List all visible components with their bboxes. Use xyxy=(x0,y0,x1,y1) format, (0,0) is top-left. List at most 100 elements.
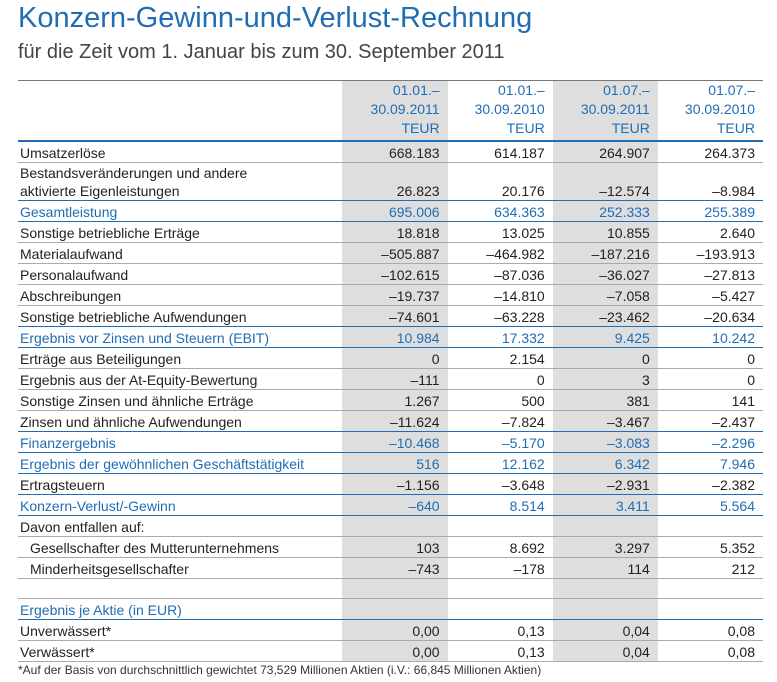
row-label: Ertragsteuern xyxy=(18,473,343,495)
value-cell: –7.058 xyxy=(552,284,658,306)
subtotal-row: Ergebnis vor Zinsen und Steuern (EBIT) 10… xyxy=(18,326,763,348)
column-header-line: 30.09.2010 xyxy=(684,101,755,117)
row: Gesellschafter des Mutterunternehmens 103… xyxy=(18,536,763,558)
value-cell: 8.692 xyxy=(447,536,553,558)
value-cell: 20.176 xyxy=(447,162,553,201)
header-row: 01.01.– 30.09.2011 TEUR 01.01.– 30.09.2010 TE… xyxy=(18,80,763,142)
column-header: 01.07.– 30.09.2010 TEUR xyxy=(657,80,763,142)
value-cell: –111 xyxy=(342,368,448,390)
value-cell: 5.564 xyxy=(657,494,763,516)
value-cell: 10.984 xyxy=(342,326,448,348)
row-label: Ergebnis vor Zinsen und Steuern (EBIT) xyxy=(18,326,343,348)
value-cell: 0,04 xyxy=(552,640,658,662)
value-cell: –464.982 xyxy=(447,242,553,264)
value-cell: –27.813 xyxy=(657,263,763,285)
value-cell: 7.946 xyxy=(657,452,763,474)
value-cell: 0 xyxy=(657,368,763,390)
row-label: Gesamtleistung xyxy=(18,200,343,222)
row-label-line: aktivierte Eigenleistungen xyxy=(20,183,180,199)
value-cell: 264.907 xyxy=(552,141,658,163)
value-cell: –505.887 xyxy=(342,242,448,264)
value-cell: 2.640 xyxy=(657,221,763,243)
value-cell: –3.083 xyxy=(552,431,658,453)
column-header-line: TEUR xyxy=(611,120,650,136)
row-label: Gesellschafter des Mutterunternehmens xyxy=(18,536,343,558)
value-cell: 103 xyxy=(342,536,448,558)
row: Umsatzerlöse 668.183 614.187 264.907 264.373 xyxy=(18,141,763,163)
value-cell: 9.425 xyxy=(552,326,658,348)
value-cell: –1.156 xyxy=(342,473,448,495)
value-cell: 17.332 xyxy=(447,326,553,348)
row: Minderheitsgesellschafter –743 –178 114 212 xyxy=(18,557,763,579)
subtotal-row: Konzern-Verlust/-Gewinn –640 8.514 3.411 5.5… xyxy=(18,494,763,516)
value-cell: –63.228 xyxy=(447,305,553,327)
income-statement-table: 01.01.– 30.09.2011 TEUR 01.01.– 30.09.2010 TE… xyxy=(18,80,763,662)
value-cell: 0,00 xyxy=(342,640,448,662)
row-label: Ergebnis je Aktie (in EUR) xyxy=(18,598,343,620)
row-label: Zinsen und ähnliche Aufwendungen xyxy=(18,410,343,432)
value-cell: –74.601 xyxy=(342,305,448,327)
row: Sonstige betriebliche Erträge 18.818 13.02… xyxy=(18,221,763,243)
value-cell: –2.931 xyxy=(552,473,658,495)
value-cell: –19.737 xyxy=(342,284,448,306)
value-cell: –12.574 xyxy=(552,162,658,201)
row: Erträge aus Beteiligungen 0 2.154 0 0 xyxy=(18,347,763,369)
row: Personalaufwand –102.615 –87.036 –36.027 –27… xyxy=(18,263,763,285)
row-label: Sonstige betriebliche Aufwendungen xyxy=(18,305,343,327)
subtotal-row: Finanzergebnis –10.468 –5.170 –3.083 –2.296 xyxy=(18,431,763,453)
value-cell: –5.170 xyxy=(447,431,553,453)
row-label: Ergebnis aus der At-Equity-Bewertung xyxy=(18,368,343,390)
subtotal-row: Ergebnis je Aktie (in EUR) xyxy=(18,598,763,620)
value-cell: 2.154 xyxy=(447,347,553,369)
value-cell xyxy=(657,515,763,537)
value-cell: –20.634 xyxy=(657,305,763,327)
row-label: Davon entfallen auf: xyxy=(18,515,343,537)
value-cell: 668.183 xyxy=(342,141,448,163)
value-cell xyxy=(447,515,553,537)
value-cell: –10.468 xyxy=(342,431,448,453)
column-header-line: TEUR xyxy=(401,120,440,136)
row-label: Umsatzerlöse xyxy=(18,141,343,163)
column-header-line: 01.01.– xyxy=(392,82,440,98)
subtotal-row: Ergebnis der gewöhnlichen Geschäftstätig… xyxy=(18,452,763,474)
row: Bestandsveränderungen und andere aktivier… xyxy=(18,162,763,201)
row-label: Sonstige Zinsen und ähnliche Erträge xyxy=(18,389,343,411)
value-cell: 10.855 xyxy=(552,221,658,243)
value-cell: 8.514 xyxy=(447,494,553,516)
value-cell xyxy=(657,598,763,620)
row-label: Konzern-Verlust/-Gewinn xyxy=(18,494,343,516)
footnote: *Auf der Basis von durchschnittlich gewi… xyxy=(18,663,542,677)
value-cell: –7.824 xyxy=(447,410,553,432)
value-cell xyxy=(342,515,448,537)
value-cell: –3.467 xyxy=(552,410,658,432)
value-cell: 0 xyxy=(657,347,763,369)
value-cell: 0,00 xyxy=(342,619,448,641)
row-label: Bestandsveränderungen und andere aktivier… xyxy=(18,162,343,201)
row: Verwässert* 0,00 0,13 0,04 0,08 xyxy=(18,640,763,662)
value-cell: 0,13 xyxy=(447,619,553,641)
spacer-cell xyxy=(342,578,448,599)
value-cell xyxy=(552,515,658,537)
value-cell: –36.027 xyxy=(552,263,658,285)
row: Abschreibungen –19.737 –14.810 –7.058 –5.427 xyxy=(18,284,763,306)
column-header: 01.01.– 30.09.2010 TEUR xyxy=(447,80,553,142)
row-label: Abschreibungen xyxy=(18,284,343,306)
column-header-line: 01.01.– xyxy=(497,82,545,98)
row: Ergebnis aus der At-Equity-Bewertung –111… xyxy=(18,368,763,390)
value-cell: 141 xyxy=(657,389,763,411)
value-cell: 634.363 xyxy=(447,200,553,222)
value-cell: 264.373 xyxy=(657,141,763,163)
row-label: Unverwässert* xyxy=(18,619,343,641)
row-label: Materialaufwand xyxy=(18,242,343,264)
row-label: Ergebnis der gewöhnlichen Geschäftstätig… xyxy=(18,452,343,474)
row: Sonstige betriebliche Aufwendungen –74.60… xyxy=(18,305,763,327)
value-cell: –187.216 xyxy=(552,242,658,264)
subtotal-row: Gesamtleistung 695.006 634.363 252.333 255.3… xyxy=(18,200,763,222)
value-cell: 500 xyxy=(447,389,553,411)
spacer-cell xyxy=(447,578,553,599)
value-cell: 0,04 xyxy=(552,619,658,641)
header-corner xyxy=(18,80,343,142)
title: Konzern-Gewinn-und-Verlust-Rechnung xyxy=(18,2,533,34)
value-cell: 13.025 xyxy=(447,221,553,243)
value-cell: 10.242 xyxy=(657,326,763,348)
